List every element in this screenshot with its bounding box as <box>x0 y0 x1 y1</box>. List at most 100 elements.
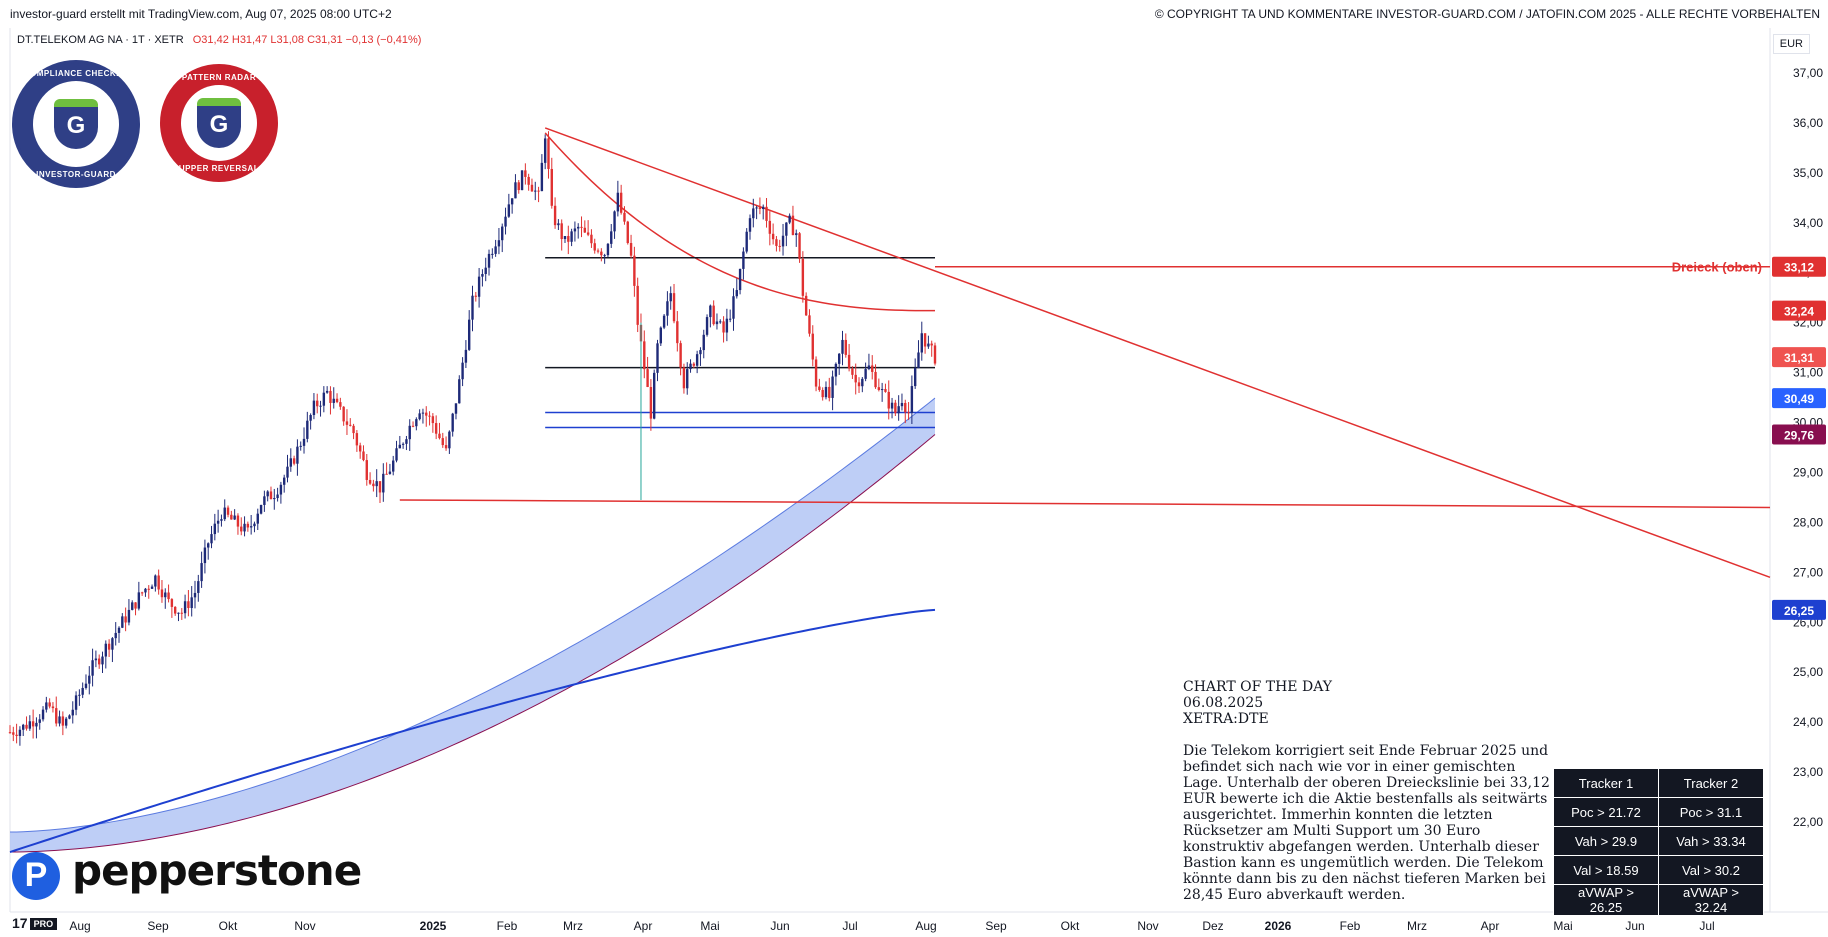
candle-body <box>8 732 12 734</box>
price-label-text: 32,24 <box>1784 305 1814 319</box>
y-tick-label: 35,00 <box>1793 166 1823 180</box>
candle-body <box>173 606 177 614</box>
candle-body <box>316 400 319 407</box>
candle-body <box>880 389 884 391</box>
x-tick-label: Nov <box>294 919 315 933</box>
candle-body <box>286 466 289 478</box>
candle-body <box>874 371 877 388</box>
price-label-box <box>1772 599 1826 620</box>
x-tick-label: Feb <box>1340 919 1361 933</box>
price-label-text: 33,12 <box>1784 261 1814 275</box>
table-row: Val > 18.59 Val > 30.2 <box>1553 855 1764 885</box>
candle-body <box>662 315 666 328</box>
candle-body <box>213 523 217 535</box>
vwap-band-upper <box>9 397 936 833</box>
candle-body <box>170 599 174 607</box>
pepperstone-wordmark: pepperstone <box>72 846 362 895</box>
candle-body <box>527 176 530 185</box>
candle-body <box>28 721 32 729</box>
price-label-box <box>1772 347 1826 368</box>
candle-body <box>550 168 553 206</box>
candle-body <box>507 204 511 217</box>
candle-body <box>84 683 88 688</box>
candle-body <box>702 334 705 351</box>
x-tick-label: Apr <box>634 919 653 933</box>
candle-body <box>907 412 910 414</box>
tracker-cell: Vah > 29.9 <box>1553 826 1659 856</box>
tracker-cell: aVWAP > 32.24 <box>1658 884 1764 916</box>
candle-body <box>553 205 557 226</box>
candle-body <box>897 406 900 414</box>
x-tick-label: Nov <box>1137 919 1158 933</box>
annotation-ticker: XETRA:DTE <box>1183 711 1269 727</box>
candle-body <box>111 638 114 650</box>
candle-body <box>302 438 306 446</box>
candle-body <box>230 514 233 520</box>
candle-body <box>596 250 600 252</box>
price-label-text: 29,76 <box>1784 429 1814 443</box>
x-tick-label: Okt <box>1061 919 1080 933</box>
candle-body <box>742 251 745 269</box>
candle-body <box>629 243 633 256</box>
x-tick-label: Dez <box>1202 919 1223 933</box>
candle-body <box>259 504 263 514</box>
candle-body <box>392 460 395 472</box>
y-tick-label: 22,00 <box>1793 815 1823 829</box>
candle-body <box>58 716 61 724</box>
candle-body <box>104 643 108 657</box>
x-tick-label: Jul <box>842 919 857 933</box>
badge-bottom-text: UPPER REVERSAL <box>178 164 260 173</box>
support-line-lower <box>399 499 1771 509</box>
candle-body <box>200 563 203 582</box>
candle-body <box>253 523 256 527</box>
x-tick-label: Aug <box>915 919 936 933</box>
currency-selector[interactable]: EUR <box>1772 34 1810 54</box>
candle-body <box>31 721 35 727</box>
tracker-cell: Vah > 33.34 <box>1658 826 1764 856</box>
candle-body <box>395 448 398 461</box>
tv-logo-mark: 17 <box>12 915 28 931</box>
x-tick-label: Aug <box>69 919 90 933</box>
candle-body <box>467 319 471 350</box>
candle-body <box>586 232 590 235</box>
candle-body <box>676 321 679 344</box>
candle-body <box>107 643 111 650</box>
candle-body <box>923 333 927 347</box>
candle-body <box>411 425 415 427</box>
candle-body <box>864 369 867 379</box>
candle-body <box>352 425 355 434</box>
candle-body <box>851 368 854 375</box>
candle-body <box>312 400 316 416</box>
candle-body <box>758 207 762 209</box>
candle-body <box>543 138 547 163</box>
candle-body <box>216 520 220 524</box>
x-tick-label: Mrz <box>563 919 583 933</box>
candle-body <box>140 592 144 594</box>
candle-body <box>325 390 329 393</box>
symbol-legend[interactable]: DT.TELEKOM AG NA · 1T · XETR O31,42 H31,… <box>17 34 421 46</box>
candle-body <box>236 515 240 527</box>
candle-body <box>722 321 725 333</box>
candle-body <box>418 413 421 420</box>
candle-body <box>775 239 778 246</box>
candle-body <box>580 226 583 228</box>
candle-body <box>725 318 729 333</box>
candle-body <box>55 708 58 724</box>
y-tick-label: 27,00 <box>1793 565 1823 579</box>
candle-body <box>226 507 230 515</box>
pepperstone-logo-icon: P <box>12 852 60 900</box>
candle-body <box>837 353 841 364</box>
candle-body <box>547 138 550 169</box>
candle-body <box>844 339 848 355</box>
candle-body <box>728 318 732 320</box>
candle-body <box>785 222 788 236</box>
candle-body <box>712 305 715 325</box>
candle-body <box>474 295 478 297</box>
tradingview-logo[interactable]: 17 PRO <box>12 915 58 931</box>
chart-credit: investor-guard erstellt mit TradingView.… <box>10 7 392 21</box>
candle-body <box>266 491 269 497</box>
candle-body <box>841 339 844 354</box>
compliance-checked-badge: COMPLIANCE CHECKED G INVESTOR-GUARD <box>12 60 140 188</box>
candle-body <box>365 460 368 480</box>
